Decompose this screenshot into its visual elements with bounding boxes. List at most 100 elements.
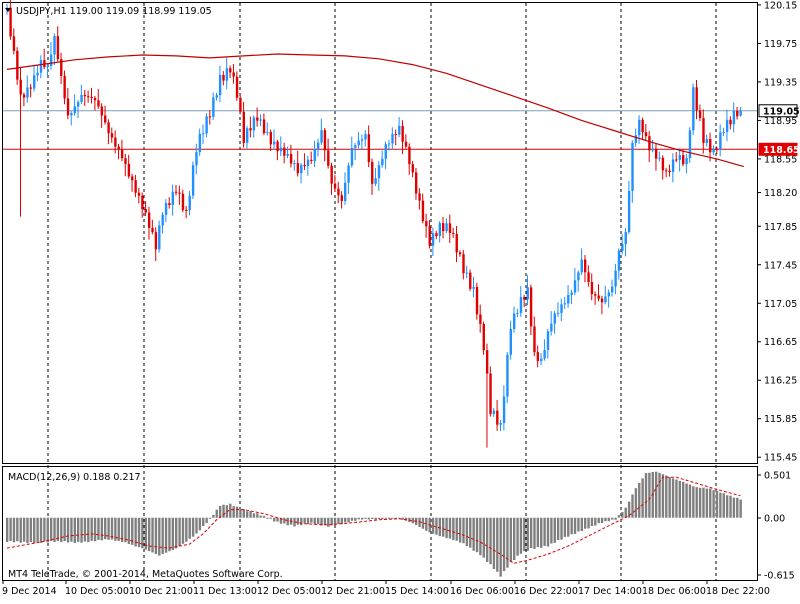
macd-bar (195, 517, 198, 534)
x-tick-label: 17 Dec 14:00 (578, 586, 642, 597)
macd-bar (262, 515, 266, 518)
candle (330, 162, 333, 195)
candle (604, 285, 607, 305)
macd-bar (384, 517, 387, 519)
time-axis[interactable]: 9 Dec 2014 10 Dec 05:00 10 Dec 21:00 11 Dec… (2, 580, 770, 597)
candle (222, 71, 225, 86)
candle (560, 298, 563, 322)
price-axis[interactable]: 120.15 119.75 119.35 118.95 118.55 118.20 117.… (757, 0, 800, 464)
macd-bar (472, 517, 475, 551)
macd-bar (638, 482, 641, 518)
candle (252, 115, 256, 138)
candle (168, 197, 171, 209)
candle (553, 311, 556, 334)
macd-bar (661, 474, 665, 518)
candle (273, 129, 276, 150)
candle (320, 118, 323, 145)
candle (398, 117, 401, 138)
macd-axis[interactable]: 0.501 0.00 -0.615 (757, 471, 795, 582)
macd-bar (320, 517, 323, 526)
macd-bar (296, 517, 300, 525)
candle (232, 64, 235, 84)
x-tick-label: 15 Dec 14:00 (385, 586, 449, 597)
macd-bar (675, 479, 678, 518)
macd-bar (164, 517, 168, 553)
candle (675, 151, 678, 163)
macd-bar (127, 517, 131, 545)
candle (188, 191, 191, 216)
macd-bar (496, 517, 499, 572)
macd-bar (202, 517, 205, 526)
macd-bar (560, 517, 563, 540)
macd-bar (502, 517, 506, 572)
y-tick-label: 116.25 (764, 376, 797, 387)
macd-bar (617, 515, 621, 518)
candle (682, 149, 685, 167)
candle (448, 214, 452, 244)
candle (195, 143, 198, 175)
macd-bar (580, 517, 583, 532)
candle (709, 132, 712, 162)
candle (19, 67, 22, 217)
macd-bar (131, 517, 134, 545)
macd-bar (333, 517, 337, 526)
candle (506, 352, 509, 404)
macd-bar (594, 517, 597, 526)
macd-bar (147, 517, 151, 552)
candle (191, 161, 195, 200)
candle (425, 213, 428, 238)
candle (235, 71, 239, 101)
candle (344, 172, 347, 205)
candle (496, 399, 499, 431)
candle (374, 167, 377, 187)
macd-bar (344, 517, 347, 523)
macd-bar (276, 517, 279, 522)
macd-bar (12, 517, 16, 543)
candle (117, 144, 120, 160)
candle (567, 285, 570, 308)
candle (391, 127, 394, 150)
svg-text:119.05: 119.05 (763, 106, 800, 117)
macd-bar (259, 515, 262, 518)
x-tick-label: 16 Dec 06:00 (450, 586, 514, 597)
candle (185, 206, 188, 219)
candlestick-series (6, 0, 742, 448)
candle (411, 161, 414, 178)
candle (394, 129, 398, 146)
macd-bar (154, 517, 158, 555)
candle (519, 286, 523, 317)
candle (414, 168, 418, 200)
candle (452, 227, 455, 238)
candle (12, 28, 16, 55)
macd-signal-line (6, 476, 741, 564)
macd-bar (266, 517, 269, 519)
copyright-text: MT4 TeleTrade, © 2001-2014, MetaQuotes S… (8, 569, 283, 580)
macd-bar (144, 517, 147, 550)
candle (381, 150, 384, 168)
svg-text:118.65: 118.65 (763, 145, 800, 156)
macd-bar (550, 517, 553, 544)
candle (563, 296, 567, 309)
macd-bar (340, 517, 344, 525)
macd-bar (556, 517, 560, 541)
candle (489, 366, 492, 417)
moving-average-layer (6, 53, 744, 168)
x-tick-label: 9 Dec 2014 (2, 586, 57, 597)
candle (658, 151, 661, 162)
macd-bar (279, 517, 283, 524)
candle (499, 420, 502, 432)
candle (729, 116, 732, 130)
macd-bar (215, 509, 218, 518)
macd-bar (698, 487, 702, 518)
candle (212, 92, 215, 120)
candle (29, 84, 33, 98)
macd-bar (479, 517, 482, 556)
candle (239, 93, 242, 115)
macd-bar (381, 517, 384, 520)
macd-bar (232, 506, 235, 518)
triangle-down-icon[interactable] (5, 8, 11, 12)
candle (597, 284, 600, 302)
macd-bar (688, 484, 692, 518)
